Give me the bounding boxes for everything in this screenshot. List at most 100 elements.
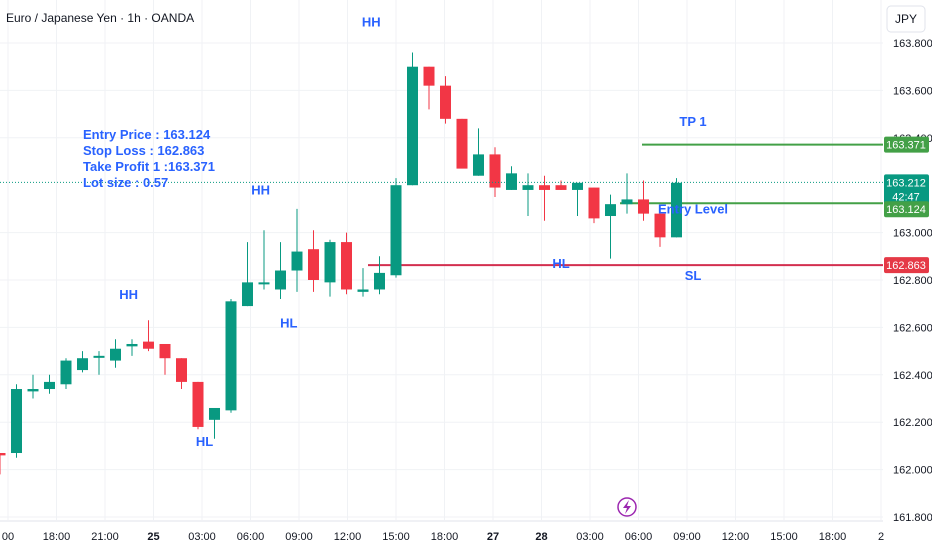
time-tick-label: 27 (487, 531, 499, 543)
price-badge-label: 162.863 (886, 260, 926, 272)
candle (654, 213, 666, 247)
candle (390, 178, 402, 278)
time-tick-label: 00 (2, 531, 14, 543)
price-axis[interactable] (883, 0, 932, 550)
candle (588, 187, 600, 224)
price-tick-label: 161.800 (893, 512, 932, 524)
price-tick-label: 163.000 (893, 228, 932, 240)
candle (308, 230, 319, 292)
candle (110, 339, 121, 368)
candle (539, 175, 550, 221)
lightning-event-icon[interactable] (617, 497, 637, 517)
price-tick-label: 162.400 (893, 370, 932, 382)
candle (44, 374, 55, 394)
time-tick-label: 18:00 (819, 531, 847, 543)
candle (291, 208, 303, 292)
candle (77, 351, 88, 373)
sl-price-badge: 162.863 (884, 257, 929, 274)
candle (0, 453, 6, 475)
time-tick-label: 25 (147, 531, 159, 543)
candle (258, 230, 270, 290)
trade-info-line: Lot size : 0.57 (83, 175, 168, 190)
candle (473, 128, 484, 176)
candle (27, 374, 39, 399)
time-tick-label: 03:00 (188, 531, 216, 543)
time-tick-label: 18:00 (431, 531, 459, 543)
time-tick-label: 2 (878, 531, 884, 543)
chart-annotation: TP 1 (679, 114, 706, 129)
time-tick-label: 06:00 (625, 531, 653, 543)
time-tick-label: 09:00 (285, 531, 313, 543)
price-badge-label: 163.124 (886, 204, 926, 216)
candle (60, 358, 72, 390)
candle (126, 339, 138, 356)
chart-annotation: SL (685, 268, 702, 283)
chart-annotation: HL (196, 434, 213, 449)
price-badge-label: 163.371 (886, 140, 926, 152)
time-tick-label: 28 (535, 531, 547, 543)
candles-series (0, 52, 682, 475)
time-tick-label: 21:00 (91, 531, 119, 543)
candle (324, 239, 336, 297)
time-tick-label: 12:00 (334, 531, 362, 543)
candle (605, 194, 616, 259)
candle (176, 358, 187, 390)
time-tick-label: 09:00 (673, 531, 701, 543)
time-axis-ticks: 00 18:00 21:00 25 03:00 06:00 09:00 12:00 15:00 1… (2, 531, 884, 543)
candle (638, 180, 649, 221)
candle (209, 407, 220, 439)
candle (671, 178, 682, 238)
candle (341, 232, 352, 295)
trade-info-line: Stop Loss : 162.863 (83, 143, 204, 158)
candle (242, 242, 253, 307)
chart-grid (0, 0, 883, 520)
currency-button[interactable]: JPY (886, 5, 926, 33)
trade-info-line: Take Profit 1 :163.371 (83, 159, 215, 174)
chart-annotation: HH (362, 14, 381, 29)
price-tick-label: 162.600 (893, 322, 932, 334)
candle (11, 384, 22, 458)
candle (621, 173, 633, 214)
candle (440, 76, 451, 124)
candle (572, 182, 583, 217)
chart-annotation: HL (552, 256, 569, 271)
chart-annotation: Entry Level (658, 202, 728, 217)
candle (159, 343, 171, 375)
current-price-badge: 163.212 42:47 (884, 174, 929, 205)
time-tick-label: 15:00 (382, 531, 410, 543)
candle (93, 351, 105, 375)
trade-info-line: Entry Price : 163.124 (83, 127, 211, 142)
trade-levels (368, 143, 883, 267)
candle (423, 66, 435, 110)
time-tick-label: 06:00 (237, 531, 265, 543)
candle (522, 173, 534, 217)
price-tick-label: 163.600 (893, 85, 932, 97)
candle (407, 52, 418, 186)
symbol-title: Euro / Japanese Yen · 1h · OANDA (6, 11, 194, 25)
candle (192, 381, 204, 430)
time-tick-label: 15:00 (770, 531, 798, 543)
price-badge-label: 42:47 (892, 191, 920, 203)
time-axis[interactable] (0, 521, 883, 550)
chart-annotation: HH (119, 287, 138, 302)
candle (374, 256, 385, 295)
time-tick-label: 12:00 (722, 531, 750, 543)
price-tick-label: 162.800 (893, 275, 932, 287)
entry-price-badge: 163.124 (884, 201, 929, 218)
candle (275, 242, 286, 299)
candle (143, 320, 154, 352)
price-tick-label: 163.800 (893, 38, 932, 50)
chart-annotation: HH (251, 183, 270, 198)
chart-annotation: HL (280, 315, 297, 330)
time-tick-label: 03:00 (576, 531, 604, 543)
price-tick-label: 162.200 (893, 417, 932, 429)
candle (225, 298, 237, 413)
candle (357, 268, 369, 297)
chart-annotations: HH HL HH HL HH HL TP 1 Entry Level SL (119, 14, 728, 448)
price-badge-label: 163.212 (886, 177, 926, 189)
candle (489, 147, 501, 198)
time-tick-label: 18:00 (43, 531, 71, 543)
